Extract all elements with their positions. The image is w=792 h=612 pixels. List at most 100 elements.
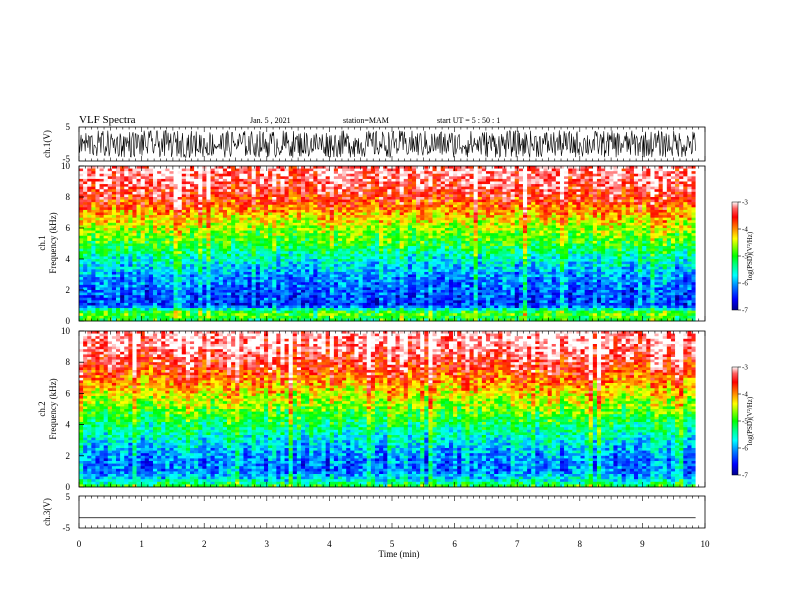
spectrogram-cell xyxy=(231,233,236,237)
spectrogram-cell xyxy=(300,240,306,244)
spectrogram-cell xyxy=(572,225,577,229)
spectrogram-cell xyxy=(411,238,417,242)
spectrogram-cell xyxy=(551,212,557,216)
spectrogram-cell xyxy=(687,220,692,224)
spectrogram-cell xyxy=(395,212,400,216)
spectrogram-cell xyxy=(243,233,248,237)
spectrogram-cell xyxy=(428,220,433,224)
spectrogram-cell xyxy=(202,189,207,193)
spectrogram-cell xyxy=(259,186,265,190)
spectrogram-cell xyxy=(625,176,631,180)
spectrogram-cell xyxy=(490,173,495,177)
spectrogram-cell xyxy=(448,228,454,231)
spectrogram-cell xyxy=(403,243,409,247)
spectrogram-cell xyxy=(317,230,322,234)
spectrogram-cell xyxy=(646,228,651,231)
spectrogram-cell xyxy=(638,230,643,234)
spectrogram-cell xyxy=(124,215,129,218)
spectrogram-cell xyxy=(564,207,569,211)
spectrogram-cell xyxy=(346,233,351,237)
spectrogram-cell xyxy=(444,209,450,213)
spectrogram-cell xyxy=(309,199,314,203)
spectrogram-cell xyxy=(173,220,178,224)
spectrogram-cell xyxy=(658,225,664,229)
spectrogram-cell xyxy=(666,207,672,211)
spectrogram-cell xyxy=(498,176,503,180)
spectrogram-cell xyxy=(194,199,199,203)
spectrogram-cell xyxy=(592,240,598,244)
spectrogram-cell xyxy=(206,251,211,255)
spectrogram-cell xyxy=(666,230,672,234)
spectrogram-cell xyxy=(683,220,688,224)
spectrogram-cell xyxy=(432,191,437,195)
spectrogram-cell xyxy=(383,166,388,169)
spectrogram-cell xyxy=(272,246,277,249)
spectrogram-cell xyxy=(124,209,129,213)
spectrogram-cell xyxy=(453,248,458,252)
spectrogram-cell xyxy=(379,197,384,200)
spectrogram-cell xyxy=(424,199,429,203)
spectrogram-cell xyxy=(243,228,248,231)
spectrogram-cell xyxy=(210,240,215,244)
spectrogram-cell xyxy=(239,215,244,218)
spectrogram-cell xyxy=(99,248,104,252)
spectrogram-cell xyxy=(592,238,598,242)
spectrogram-cell xyxy=(362,189,368,193)
spectrogram-cell xyxy=(436,228,442,231)
spectrogram-cell xyxy=(588,204,594,208)
spectrogram-cell xyxy=(592,235,598,239)
spectrogram-cell xyxy=(461,166,466,169)
spectrogram-cell xyxy=(416,233,421,237)
spectrogram-cell xyxy=(675,171,680,175)
spectrogram-cell xyxy=(543,199,548,203)
spectrogram-cell xyxy=(259,176,265,180)
spectrogram-cell xyxy=(662,197,668,200)
spectrogram-cell xyxy=(617,209,622,213)
spectrogram-cell xyxy=(683,233,688,237)
spectrogram-cell xyxy=(506,189,511,193)
spectrogram-cell xyxy=(498,184,503,187)
spectrogram-cell xyxy=(568,194,573,198)
spectrogram-cell xyxy=(564,168,569,172)
spectrogram-cell xyxy=(411,204,417,208)
spectrogram-cell xyxy=(263,194,269,198)
spectrogram-cell xyxy=(284,220,289,224)
spectrogram-cell xyxy=(617,178,622,182)
spectrogram-cell xyxy=(617,199,622,203)
spectrogram-cell xyxy=(128,238,133,242)
spectrogram-cell xyxy=(91,243,96,247)
spectrogram-cell xyxy=(527,212,532,216)
spectrogram-cell xyxy=(300,178,306,182)
spectrogram-cell xyxy=(120,204,125,208)
spectrogram-cell xyxy=(514,173,520,177)
spectrogram-cell xyxy=(539,235,544,239)
spectrogram-cell xyxy=(272,181,277,185)
spectrogram-cell xyxy=(580,171,585,175)
spectrogram-cell xyxy=(592,215,598,218)
spectrogram-cell xyxy=(181,217,187,221)
spectrogram-cell xyxy=(584,186,590,190)
spectrogram-cell xyxy=(226,186,232,190)
spectrogram-cell xyxy=(679,178,684,182)
spectrogram-cell xyxy=(263,220,269,224)
spectrogram-cell xyxy=(481,230,487,234)
spectrogram-cell xyxy=(185,184,191,187)
spectrogram-cell xyxy=(255,240,261,244)
spectrogram-cell xyxy=(284,212,289,216)
spectrogram-cell xyxy=(259,246,265,249)
spectrogram-cell xyxy=(296,220,302,224)
spectrogram-cell xyxy=(296,171,302,175)
spectrogram-cell xyxy=(218,194,224,198)
spectrogram-cell xyxy=(539,246,544,249)
spectrogram-cell xyxy=(679,238,684,242)
spectrogram-cell xyxy=(407,243,413,247)
spectrogram-cell xyxy=(494,166,499,169)
spectrogram-cell xyxy=(547,191,553,195)
spectrogram-cell xyxy=(387,186,392,190)
spectrogram-cell xyxy=(222,246,228,249)
spectrogram-cell xyxy=(185,230,191,234)
spectrogram-cell xyxy=(329,194,335,198)
spectrogram-cell xyxy=(403,215,409,218)
spectrogram-cell xyxy=(136,199,141,203)
